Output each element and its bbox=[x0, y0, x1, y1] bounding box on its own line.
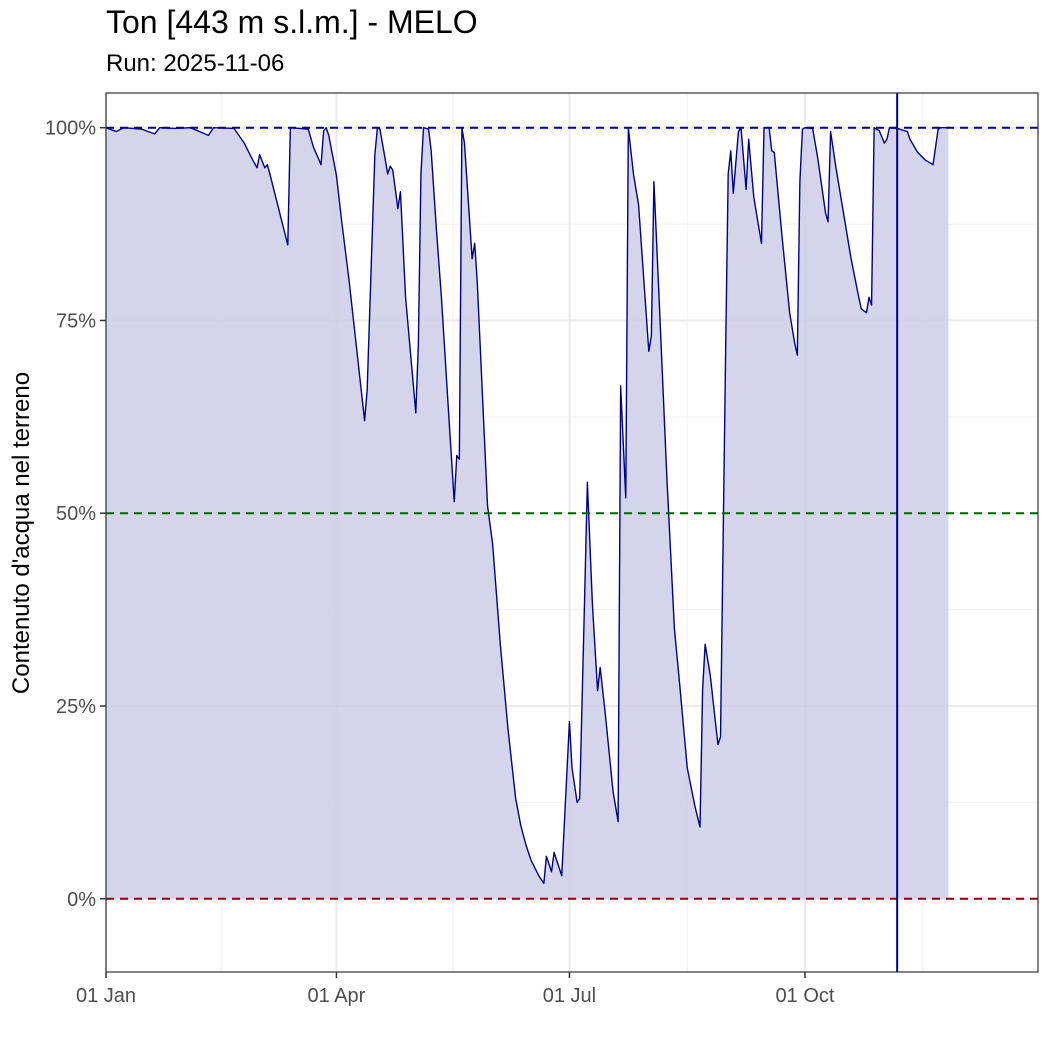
x-tick-label: 01 Apr bbox=[308, 985, 366, 1007]
reference-lines bbox=[106, 126, 1038, 900]
series-layer bbox=[105, 127, 949, 899]
x-tick-label: 01 Oct bbox=[776, 985, 835, 1007]
x-tick-label: 01 Jul bbox=[543, 985, 596, 1007]
series-area bbox=[106, 127, 949, 899]
y-axis: 0% 25% 50% 75% 100% bbox=[45, 118, 106, 911]
chart-title: Ton [443 m s.l.m.] - MELO bbox=[106, 4, 478, 40]
series-line bbox=[105, 127, 949, 885]
x-axis: 01 Jan 01 Apr 01 Jul 01 Oct bbox=[76, 972, 835, 1007]
panel-border bbox=[105, 92, 1039, 973]
y-tick-label: 0% bbox=[67, 889, 96, 911]
chart-subtitle: Run: 2025-11-06 bbox=[106, 50, 285, 77]
x-tick-label: 01 Jan bbox=[76, 985, 136, 1007]
y-tick-label: 75% bbox=[56, 310, 96, 332]
y-tick-label: 100% bbox=[45, 118, 96, 140]
y-tick-label: 25% bbox=[56, 696, 96, 718]
y-tick-label: 50% bbox=[56, 503, 96, 525]
